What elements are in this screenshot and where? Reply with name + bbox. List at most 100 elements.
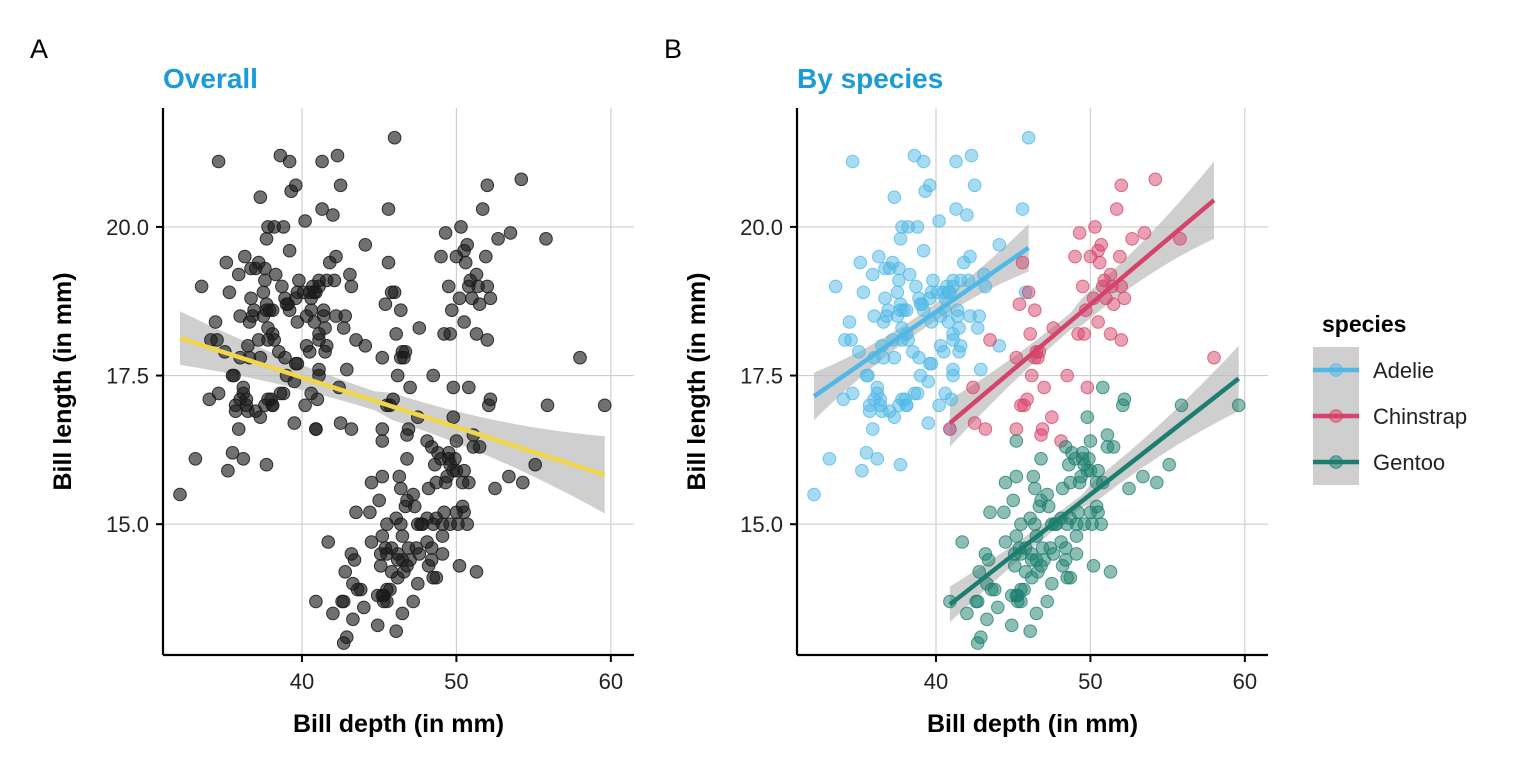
- data-point: [1040, 487, 1054, 502]
- data-point: [967, 178, 982, 193]
- data-point: [1009, 434, 1024, 448]
- data-point: [970, 594, 985, 609]
- data-point: [926, 273, 940, 288]
- data-point: [1029, 606, 1044, 621]
- data-point: [983, 505, 997, 520]
- data-point: [1034, 452, 1048, 466]
- data-point: [375, 350, 390, 365]
- data-point: [597, 398, 612, 413]
- data-point: [822, 452, 837, 466]
- data-point: [344, 422, 359, 436]
- data-point: [983, 333, 997, 347]
- data-point: [435, 529, 450, 543]
- data-point: [400, 452, 414, 466]
- data-point: [302, 345, 317, 359]
- data-point: [438, 226, 453, 240]
- data-point: [338, 565, 353, 579]
- data-point: [1080, 410, 1095, 425]
- data-point: [980, 612, 994, 627]
- data-point: [357, 600, 371, 615]
- data-point: [346, 612, 360, 627]
- data-point: [1020, 392, 1034, 407]
- data-point: [457, 505, 471, 520]
- data-point: [446, 410, 461, 425]
- data-point: [412, 547, 427, 561]
- data-point: [472, 440, 487, 454]
- data-point: [960, 208, 974, 222]
- data-point: [1026, 469, 1041, 484]
- x-tick-label: 50: [444, 669, 468, 694]
- data-point: [472, 297, 487, 312]
- data-point: [1091, 505, 1105, 520]
- data-point: [454, 220, 468, 234]
- data-point: [441, 279, 456, 294]
- panel-by-species: B By species 40 50 60 15.0 17.5 20.0 Bill depth …: [664, 34, 1268, 738]
- data-point: [845, 386, 860, 401]
- data-point: [1113, 249, 1127, 264]
- data-point: [899, 303, 914, 318]
- data-point: [1015, 202, 1030, 216]
- x-axis-title: Bill depth (in mm): [293, 710, 504, 738]
- data-point: [952, 321, 966, 335]
- data-point: [429, 570, 444, 585]
- data-point: [276, 386, 291, 401]
- data-point: [944, 392, 959, 407]
- data-point: [855, 463, 869, 478]
- data-point: [208, 315, 223, 329]
- data-point: [1009, 422, 1024, 436]
- data-point: [1077, 327, 1091, 341]
- data-point: [1148, 172, 1163, 187]
- data-point: [872, 249, 886, 264]
- data-point: [480, 279, 495, 294]
- data-point: [316, 309, 331, 323]
- data-point: [469, 267, 484, 282]
- data-point: [916, 154, 931, 169]
- data-point: [970, 321, 985, 335]
- data-point: [955, 535, 970, 549]
- data-point: [1015, 255, 1030, 270]
- legend-key-point: [1329, 363, 1343, 377]
- data-point: [1045, 576, 1059, 591]
- y-tick-label: 15.0: [740, 512, 783, 537]
- data-point: [924, 356, 939, 371]
- data-point: [267, 333, 282, 347]
- data-point: [1114, 178, 1129, 193]
- data-point: [315, 202, 329, 216]
- data-point: [1173, 232, 1187, 246]
- data-point: [445, 303, 459, 318]
- confidence-ribbon: [949, 161, 1214, 447]
- data-point: [1007, 559, 1022, 573]
- data-point: [292, 273, 306, 288]
- data-point: [1069, 547, 1084, 561]
- data-point: [878, 291, 892, 306]
- data-point: [381, 255, 396, 270]
- data-point: [227, 368, 241, 383]
- data-point: [407, 499, 422, 514]
- data-point: [1037, 380, 1051, 395]
- regression-line: [948, 376, 1241, 607]
- panel-overall: A Overall 40 50 60 15.0 17.5 20.0 Bill depth (in…: [30, 34, 634, 738]
- data-point: [401, 422, 416, 436]
- data-point: [173, 487, 187, 502]
- data-point: [887, 190, 902, 204]
- data-point: [1058, 553, 1073, 567]
- data-point: [394, 481, 408, 496]
- data-point: [1046, 547, 1061, 561]
- data-point: [282, 154, 297, 169]
- data-point: [1091, 463, 1105, 478]
- data-point: [469, 565, 484, 579]
- data-point: [1125, 232, 1139, 246]
- data-point: [309, 422, 323, 436]
- panel-tag: A: [30, 34, 48, 64]
- data-point: [1150, 475, 1164, 490]
- data-point: [1100, 428, 1115, 442]
- data-point: [859, 446, 874, 460]
- data-point: [258, 261, 272, 276]
- data-point: [892, 261, 906, 276]
- data-point: [310, 392, 325, 407]
- data-point: [238, 249, 252, 264]
- data-point: [974, 362, 988, 377]
- data-point: [326, 208, 340, 222]
- data-point: [946, 368, 960, 383]
- data-point: [462, 380, 476, 395]
